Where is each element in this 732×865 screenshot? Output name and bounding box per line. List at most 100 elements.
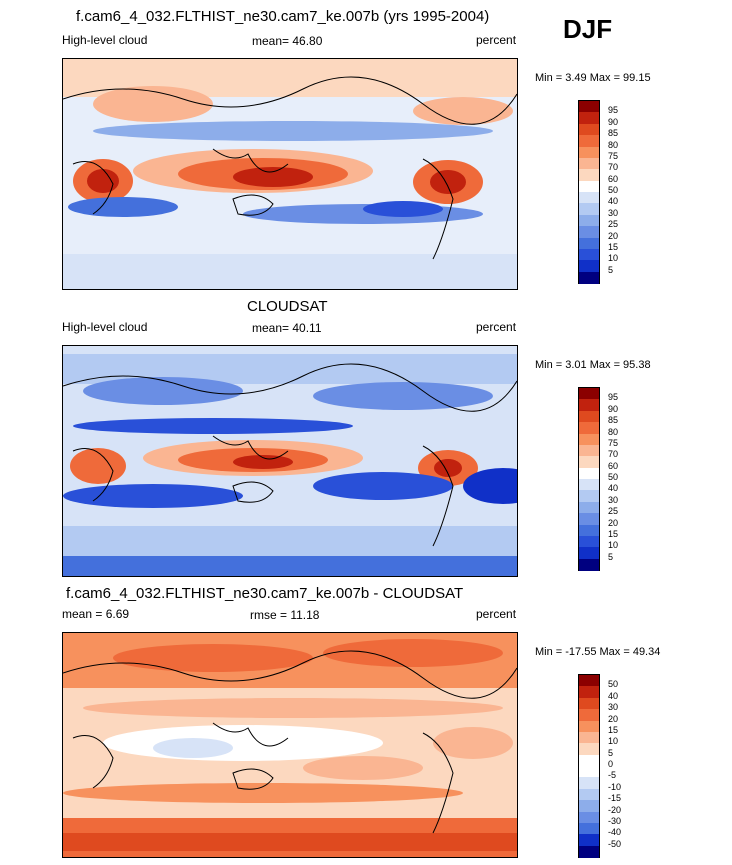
colorbar-swatch xyxy=(579,754,599,767)
colorbar-swatch xyxy=(579,467,599,480)
season-label: DJF xyxy=(563,14,613,44)
colorbar-swatch xyxy=(579,811,599,824)
colorbar-swatch xyxy=(579,101,599,113)
colorbar-swatch xyxy=(579,490,599,503)
colorbar-swatch xyxy=(579,834,599,847)
panel3-mean-label: mean = 6.69 xyxy=(62,607,130,621)
colorbar-tick-label: 95 xyxy=(608,105,619,116)
colorbar-tick-label: 50 xyxy=(608,472,619,482)
colorbar-tick-label: 40 xyxy=(608,196,619,207)
colorbar-swatch xyxy=(579,513,599,525)
colorbar-tick-label: 50 xyxy=(608,679,619,690)
colorbar-tick-label: -10 xyxy=(608,781,622,792)
panel1-map-field xyxy=(63,59,517,289)
colorbar-tick-label: 70 xyxy=(608,449,619,460)
colorbar-swatch xyxy=(579,709,599,721)
colorbar-swatch xyxy=(579,214,599,227)
colorbar-swatch xyxy=(579,203,599,216)
colorbar-tick-label: 25 xyxy=(608,506,619,517)
colorbar-swatch xyxy=(579,524,599,537)
colorbar-swatch xyxy=(579,547,599,560)
colorbar-tick-label: 40 xyxy=(608,483,619,494)
colorbar-swatch xyxy=(579,479,599,491)
panel3-rmse-label: rmse = 11.18 xyxy=(250,608,320,622)
colorbar-swatch xyxy=(579,399,599,412)
panel3-map-field xyxy=(63,633,517,857)
colorbar-tick-label: 30 xyxy=(608,207,619,218)
colorbar-swatch xyxy=(579,169,599,182)
panel3-units-label: percent xyxy=(476,607,517,621)
colorbar-swatch xyxy=(579,535,599,548)
panel3-minmax: Min = -17.55 Max = 49.34 xyxy=(535,646,661,658)
colorbar-tick-label: 85 xyxy=(608,415,619,426)
colorbar-tick-label: 75 xyxy=(608,437,619,448)
colorbar-swatch xyxy=(579,180,599,193)
colorbar-tick-label: 60 xyxy=(608,460,619,471)
colorbar-tick-label: 60 xyxy=(608,173,619,184)
colorbar-tick-label: -15 xyxy=(608,793,622,804)
colorbar-tick-label: 15 xyxy=(608,528,619,539)
colorbar-swatch xyxy=(579,675,599,687)
colorbar-swatch xyxy=(579,410,599,423)
colorbar-swatch xyxy=(579,788,599,801)
panel2-units-label: percent xyxy=(476,320,517,334)
colorbar-swatch xyxy=(579,731,599,744)
colorbar-swatch xyxy=(579,456,599,469)
panel2-colorbar xyxy=(578,387,600,571)
colorbar-swatch xyxy=(579,777,599,790)
colorbar-tick-label: 20 xyxy=(608,713,619,724)
colorbar-swatch xyxy=(579,248,599,261)
colorbar-tick-label: 80 xyxy=(608,139,619,150)
colorbar-swatch xyxy=(579,237,599,250)
colorbar-tick-label: 75 xyxy=(608,150,619,161)
colorbar-tick-label: 10 xyxy=(608,540,619,551)
colorbar-tick-label: 0 xyxy=(608,759,614,769)
colorbar-tick-label: -40 xyxy=(608,827,622,838)
colorbar-tick-label: 50 xyxy=(608,185,619,195)
colorbar-swatch xyxy=(579,558,599,571)
colorbar-swatch xyxy=(579,501,599,514)
colorbar-tick-label: -5 xyxy=(608,770,617,781)
panel3-map xyxy=(62,632,518,858)
colorbar-swatch xyxy=(579,720,599,733)
colorbar-tick-label: 90 xyxy=(608,403,619,414)
colorbar-swatch xyxy=(579,226,599,238)
panel2-left-label: High-level cloud xyxy=(62,320,148,334)
panel2-minmax: Min = 3.01 Max = 95.38 xyxy=(535,359,651,371)
colorbar-swatch xyxy=(579,123,599,136)
colorbar-tick-label: 10 xyxy=(608,253,619,264)
colorbar-tick-label: -20 xyxy=(608,804,622,815)
colorbar-swatch xyxy=(579,743,599,756)
colorbar-tick-label: 30 xyxy=(608,702,619,713)
colorbar-tick-label: 90 xyxy=(608,116,619,127)
colorbar-tick-label: 5 xyxy=(608,264,614,275)
colorbar-swatch xyxy=(579,260,599,273)
colorbar-swatch xyxy=(579,845,599,858)
colorbar-swatch xyxy=(579,157,599,170)
panel1-left-label: High-level cloud xyxy=(62,33,148,47)
colorbar-swatch xyxy=(579,800,599,812)
colorbar-tick-label: 15 xyxy=(608,724,619,735)
colorbar-tick-label: 95 xyxy=(608,392,619,403)
panel1-title: f.cam6_4_032.FLTHIST_ne30.cam7_ke.007b (… xyxy=(76,8,490,25)
colorbar-tick-label: 25 xyxy=(608,219,619,230)
colorbar-swatch xyxy=(579,271,599,284)
colorbar-swatch xyxy=(579,422,599,434)
colorbar-swatch xyxy=(579,388,599,400)
colorbar-swatch xyxy=(579,192,599,204)
colorbar-swatch xyxy=(579,112,599,125)
panel2-title: CLOUDSAT xyxy=(247,298,328,315)
colorbar-tick-label: 15 xyxy=(608,241,619,252)
colorbar-tick-label: 10 xyxy=(608,736,619,747)
colorbar-swatch xyxy=(579,135,599,147)
colorbar-swatch xyxy=(579,433,599,446)
panel3-title: f.cam6_4_032.FLTHIST_ne30.cam7_ke.007b -… xyxy=(66,585,464,602)
panel2-map xyxy=(62,345,518,577)
colorbar-tick-label: 5 xyxy=(608,551,614,562)
panel1-mean-label: mean= 46.80 xyxy=(252,34,323,48)
colorbar-tick-label: 20 xyxy=(608,517,619,528)
colorbar-swatch xyxy=(579,686,599,699)
colorbar-tick-label: -50 xyxy=(608,838,622,849)
panel1-colorbar xyxy=(578,100,600,284)
colorbar-tick-label: 30 xyxy=(608,494,619,505)
